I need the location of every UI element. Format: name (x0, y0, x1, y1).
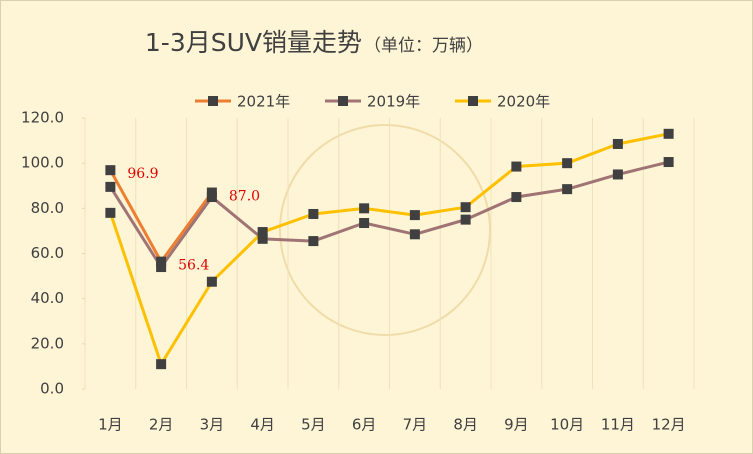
data-label: 87.0 (229, 189, 260, 205)
legend-label: 2019年 (367, 93, 420, 111)
y-tick-label: 60.0 (31, 244, 64, 262)
point-marker (156, 262, 167, 273)
series-line (109, 160, 669, 269)
point-marker (663, 157, 674, 168)
data-label: 96.9 (127, 166, 158, 182)
point-marker (460, 202, 471, 213)
y-tick-label: 20.0 (31, 334, 64, 352)
point-marker (257, 233, 268, 244)
point-marker (105, 181, 116, 192)
legend-marker (208, 96, 218, 106)
x-tick-label: 3月 (200, 416, 225, 434)
point-marker (612, 169, 623, 180)
legend-label: 2020年 (497, 93, 550, 111)
point-marker (460, 214, 471, 225)
point-marker (308, 208, 319, 219)
x-tick-label: 12月 (652, 416, 686, 434)
y-tick-label: 120.0 (21, 109, 64, 127)
point-marker (612, 138, 623, 149)
x-tick-label: 8月 (453, 416, 478, 434)
point-marker (156, 256, 167, 267)
point-marker (562, 184, 573, 195)
legend-marker (338, 96, 348, 106)
y-tick-label: 80.0 (31, 199, 64, 217)
legend-label: 2021年 (237, 93, 290, 111)
legend-marker (468, 96, 478, 106)
x-tick-label: 10月 (550, 416, 584, 434)
point-marker (409, 210, 420, 221)
point-marker (206, 192, 217, 203)
watermark (279, 124, 491, 336)
point-marker (105, 207, 116, 218)
point-marker (359, 218, 370, 229)
x-tick-label: 2月 (149, 416, 174, 434)
x-tick-label: 1月 (98, 416, 123, 434)
point-marker (359, 203, 370, 214)
x-tick-label: 5月 (301, 416, 326, 434)
x-tick-label: 9月 (504, 416, 529, 434)
x-tick-label: 7月 (403, 416, 428, 434)
point-marker (511, 161, 522, 172)
point-marker (257, 227, 268, 238)
x-tick-label: 6月 (352, 416, 377, 434)
point-marker (156, 359, 167, 370)
point-marker (308, 236, 319, 247)
chart-title: 1-3月SUV销量走势 (145, 28, 362, 57)
point-marker (511, 192, 522, 203)
chart-subtitle: （单位：万辆） (364, 36, 483, 56)
data-label: 56.4 (178, 258, 209, 274)
y-tick-label: 100.0 (21, 154, 64, 172)
x-tick-label: 4月 (250, 416, 275, 434)
point-marker (105, 165, 116, 176)
point-marker (562, 158, 573, 169)
point-marker (409, 229, 420, 240)
series-line (108, 132, 669, 366)
point-marker (663, 128, 674, 139)
y-tick-label: 40.0 (31, 289, 64, 307)
point-marker (206, 276, 217, 287)
x-tick-label: 11月 (601, 416, 635, 434)
y-tick-label: 0.0 (40, 380, 64, 398)
